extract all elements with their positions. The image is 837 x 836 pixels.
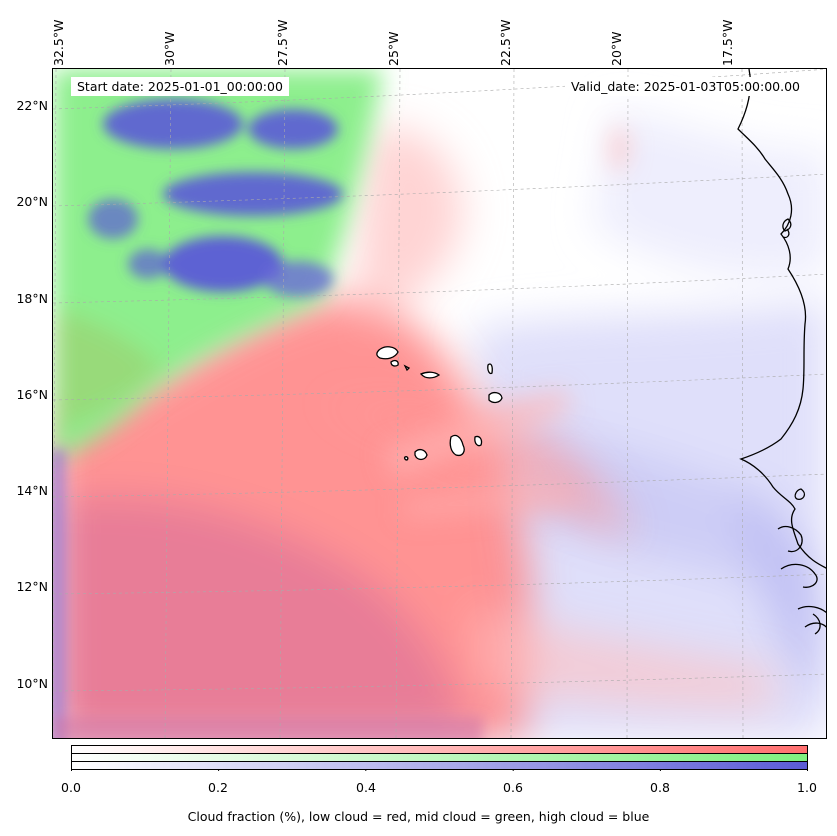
colorbar-ticks	[71, 770, 808, 771]
edge-band	[53, 449, 483, 738]
lon-label-25w: 25°W	[386, 4, 405, 66]
lon-label-17-5w: 17.5°W	[720, 4, 739, 66]
colorbar-tick-1: 1.0	[797, 780, 817, 795]
colorbar-caption: Cloud fraction (%), low cloud = red, mid…	[187, 809, 650, 824]
lon-label-text: 25°W	[386, 31, 401, 66]
low-cloud-streaks	[383, 127, 629, 519]
high-cloud-northwest	[88, 99, 343, 297]
lat-label-22n: 22°N	[16, 98, 48, 113]
lon-label-text: 20°W	[609, 31, 624, 66]
lat-label-14n: 14°N	[16, 483, 48, 498]
lon-label-22-5w: 22.5°W	[498, 4, 517, 66]
lon-label-text: 30°W	[162, 31, 177, 66]
lat-label-20n: 20°N	[16, 194, 48, 209]
lon-label-30w: 30°W	[162, 4, 181, 66]
gridlines	[53, 69, 826, 738]
start-date-label: Start date: 2025-01-01_00:00:00	[71, 77, 289, 96]
colorbar-mid	[71, 753, 808, 762]
lon-label-text: 22.5°W	[498, 19, 513, 66]
lon-label-text: 27.5°W	[275, 19, 290, 66]
lon-label-text: 17.5°W	[720, 19, 735, 66]
lon-label-32-5w: 32.5°W	[51, 4, 70, 66]
lat-label-16n: 16°N	[16, 387, 48, 402]
lon-label-20w: 20°W	[609, 4, 628, 66]
colorbar-tick-0: 0.0	[61, 780, 81, 795]
colorbar	[71, 745, 808, 771]
lat-label-12n: 12°N	[16, 579, 48, 594]
lon-label-text: 32.5°W	[51, 19, 66, 66]
colorbar-tick-0-6: 0.6	[503, 780, 523, 795]
cape-verde-islands	[376, 346, 503, 461]
lon-label-27-5w: 27.5°W	[275, 4, 294, 66]
map-panel: Start date: 2025-01-01_00:00:00 Valid_da…	[52, 68, 827, 739]
valid-date-label: Valid_date: 2025-01-03T05:00:00.00	[564, 77, 806, 96]
colorbar-low	[71, 745, 808, 754]
colorbar-tick-0-8: 0.8	[650, 780, 670, 795]
lat-label-18n: 18°N	[16, 291, 48, 306]
lat-label-10n: 10°N	[16, 676, 48, 691]
cloud-fraction-map	[53, 69, 826, 738]
colorbar-tick-0-2: 0.2	[208, 780, 228, 795]
colorbar-tick-0-4: 0.4	[356, 780, 376, 795]
africa-coastline	[737, 69, 826, 635]
colorbar-high	[71, 761, 808, 770]
